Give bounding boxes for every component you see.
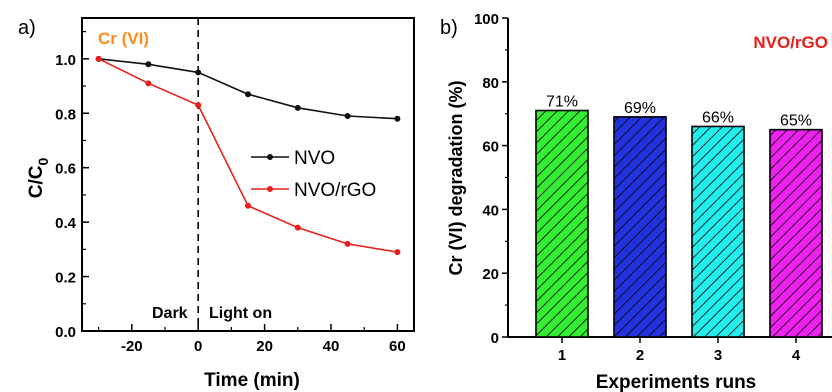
y-axis-title-subscript: 0: [35, 158, 51, 166]
data-point: [145, 61, 152, 68]
y-tick-label: 100: [474, 11, 499, 28]
bar-run-4: [769, 128, 823, 338]
dark-region-label: Dark: [152, 305, 188, 322]
panel-a-label: a): [18, 17, 36, 39]
panel-a-annotation: Cr (VI): [98, 29, 149, 48]
panel-a: a) 0.0 0.2 0.4 0.6 0.8 1.0 -20 0 20 40 60 Cr (VI)…: [18, 17, 415, 391]
bar-value-label: 66%: [702, 109, 734, 126]
panel-b-bars: 71% 1 69% 2 66% 3 65% 4: [535, 94, 823, 364]
bar-value-label: 71%: [546, 94, 578, 111]
legend-nvo-marker: [267, 154, 273, 160]
y-tick-label: 0.4: [55, 215, 77, 232]
series-line-nvo-rgo: [98, 58, 398, 253]
bar-value-label: 65%: [780, 113, 812, 130]
data-point: [294, 224, 301, 231]
bar-run-2: [613, 116, 667, 338]
x-tick-label: 0: [194, 338, 202, 355]
panel-b-annotation: NVO/rGO: [753, 33, 828, 52]
data-point: [344, 112, 351, 119]
data-point: [294, 104, 301, 111]
y-tick-label: 80: [482, 75, 499, 92]
y-tick-label: 20: [482, 266, 499, 283]
y-tick-label: 0.0: [55, 324, 76, 341]
x-tick-label: 1: [558, 347, 566, 364]
panel-a-legend: NVO NVO/rGO: [251, 148, 376, 201]
y-tick-label: 60: [482, 139, 499, 156]
x-tick-label: 3: [714, 347, 722, 364]
panel-b-label: b): [440, 17, 458, 39]
data-point: [344, 240, 351, 247]
panel-a-frame: [81, 17, 415, 332]
y-tick-label: 0.2: [55, 270, 76, 287]
data-point: [95, 55, 102, 62]
y-tick-label: 0: [491, 330, 499, 347]
y-tick-label: 0.6: [55, 161, 76, 178]
y-tick-label: 40: [482, 202, 499, 219]
data-point: [145, 80, 152, 87]
bar-run-3: [691, 125, 745, 338]
legend-nvo-rgo-label: NVO/rGO: [294, 180, 376, 201]
panel-b: b) 0 20 40 60 80 100 71% 1 69% 2 66% 3 65% 4 NVO/rGO…: [440, 11, 832, 392]
data-point: [195, 102, 202, 109]
y-tick-label: 1.0: [55, 52, 76, 69]
y-tick-label: 0.8: [55, 106, 76, 123]
x-tick-label: -20: [121, 338, 143, 355]
data-point: [195, 69, 202, 76]
x-tick-label: 2: [636, 347, 644, 364]
legend-nvo-label: NVO: [294, 148, 335, 169]
panel-b-y-ticks: 0 20 40 60 80 100: [474, 11, 508, 347]
x-tick-label: 40: [323, 338, 340, 355]
series-line-nvo: [98, 58, 398, 120]
data-point: [245, 91, 251, 98]
bar-run-1: [535, 109, 589, 338]
x-tick-label: 4: [792, 347, 801, 364]
legend-nvo-rgo-marker: [267, 186, 273, 192]
panel-a-y-ticks: 0.0 0.2 0.4 0.6 0.8 1.0: [55, 31, 89, 341]
panel-b-y-axis-title: Cr (VI) degradation (%): [446, 80, 466, 275]
y-axis-title-main: C/C: [26, 165, 47, 198]
data-point: [394, 115, 401, 122]
x-tick-label: 60: [389, 338, 406, 355]
panel-a-y-axis-title: C/C0: [26, 158, 51, 199]
panel-a-series: [95, 55, 401, 256]
bar-value-label: 69%: [624, 100, 656, 117]
panel-b-x-axis-title: Experiments runs: [596, 372, 757, 392]
x-tick-label: 20: [256, 338, 273, 355]
data-point: [245, 202, 251, 209]
light-on-region-label: Light on: [209, 305, 272, 322]
data-point: [394, 249, 401, 256]
panel-a-x-ticks: -20 0 20 40 60: [97, 324, 406, 355]
panel-a-x-axis-title: Time (min): [204, 370, 300, 391]
